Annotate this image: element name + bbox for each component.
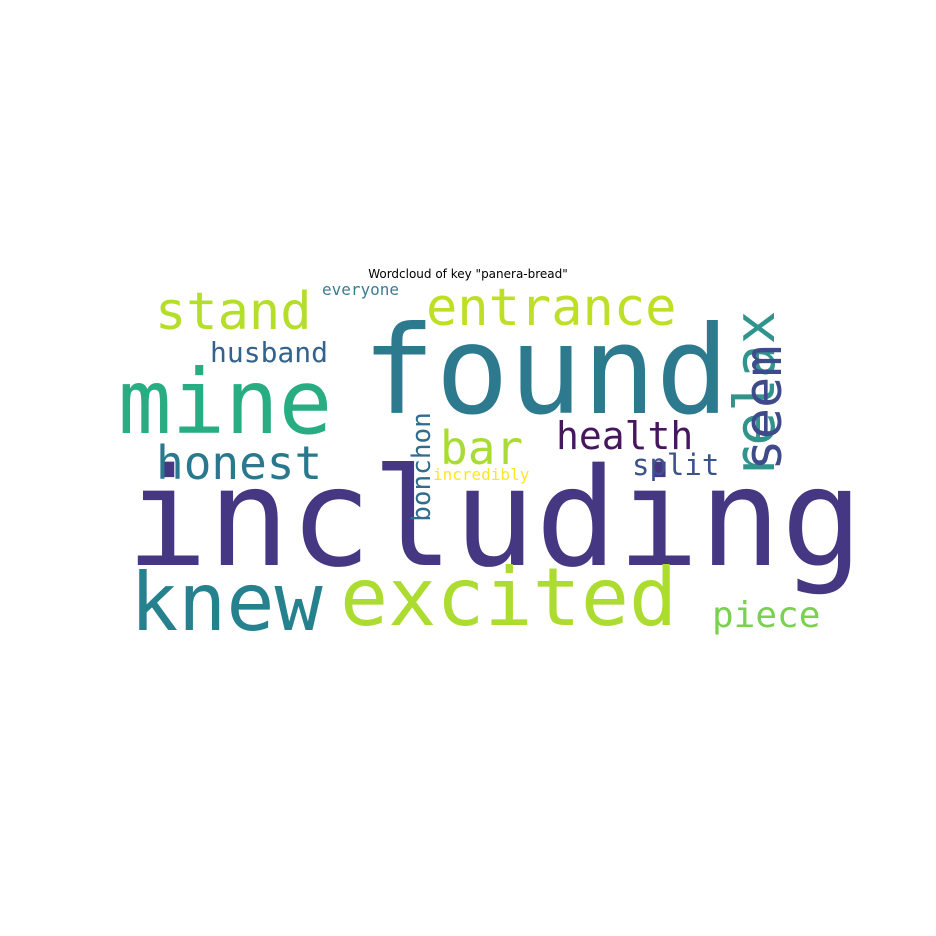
word-bonchon: bonchon [407,412,437,522]
word-knew: knew [130,556,323,649]
word-piece: piece [712,595,821,636]
word-stand: stand [155,282,312,342]
chart-title: Wordcloud of key "panera-bread" [368,267,568,281]
word-husband: husband [210,336,329,369]
word-found: found [362,300,730,442]
word-including: including [126,440,863,598]
word-seem: seem [734,345,794,471]
word-split: split [632,448,720,482]
word-bar: bar [440,421,524,475]
word-excited: excited [340,551,678,644]
word-incredibly: incredibly [433,465,530,484]
word-mine: mine [118,350,333,454]
word-health: health [556,414,694,458]
word-honest: honest [156,436,323,490]
word-entrance: entrance [426,278,677,338]
word-everyone: everyone [322,280,400,299]
